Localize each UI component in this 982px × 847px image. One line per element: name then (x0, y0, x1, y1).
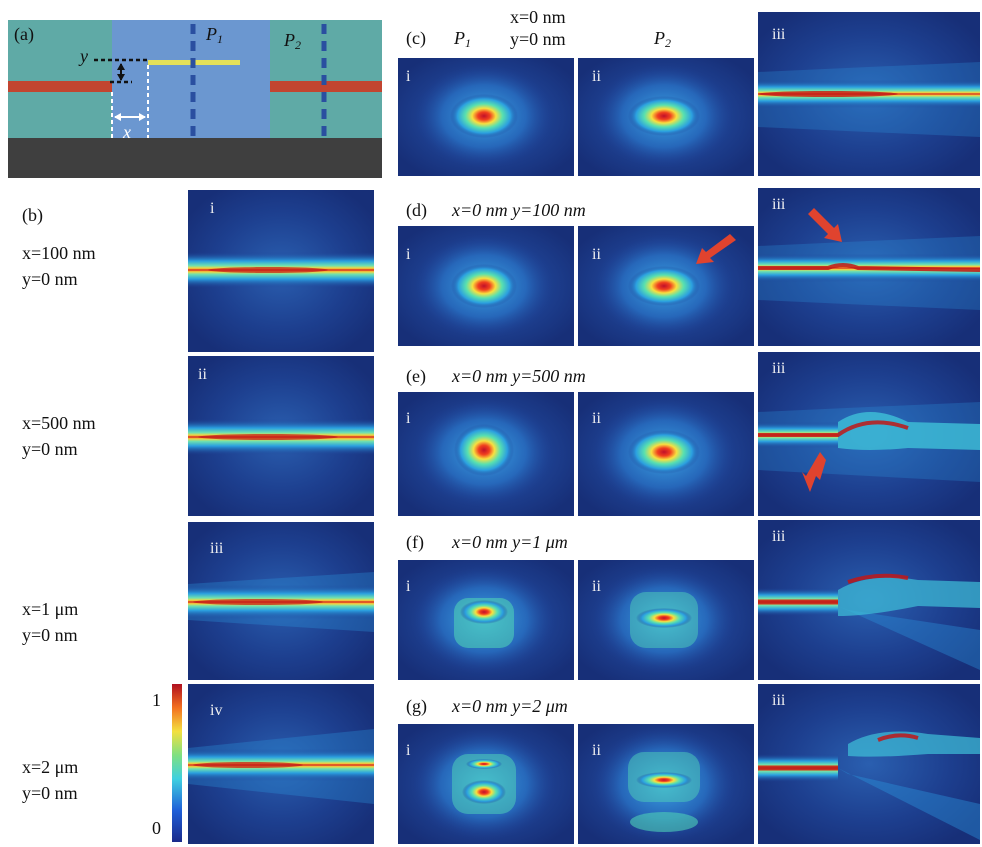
panel-d-label: (d) (406, 200, 427, 220)
field-map-d-ii: ii (578, 226, 754, 346)
field-map-d-iii: iii (758, 188, 980, 346)
field-map-f-iii: iii (758, 520, 980, 680)
panel-c-p2-label: P2 (654, 28, 671, 50)
field-map-b-iv: iv (188, 684, 374, 844)
y-offset-label: y (80, 46, 88, 66)
panel-c-p1-label: P1 (454, 28, 471, 50)
x-offset-label: x (123, 122, 131, 142)
panel-c-label: (c) (406, 28, 426, 48)
panel-b-label: (b) (22, 205, 43, 225)
panel-b-row2-cond: x=500 nm y=0 nm (22, 413, 96, 459)
f-ii-roman: ii (592, 578, 601, 595)
field-map-c-i: i (398, 58, 574, 176)
panel-g-label: (g) (406, 696, 427, 716)
field-map-b-ii: ii (188, 356, 374, 516)
g-iii-roman: iii (772, 692, 786, 709)
c-ii-roman: ii (592, 68, 601, 85)
plane-p1-label: P1 (206, 24, 223, 46)
c-i-roman: i (406, 68, 411, 85)
field-map-g-iii: iii (758, 684, 980, 844)
d-iii-roman: iii (772, 196, 786, 213)
b-iv-roman: iv (210, 702, 223, 719)
colorbar (172, 684, 182, 842)
e-iii-roman: iii (772, 360, 786, 377)
field-map-b-i: i (188, 190, 374, 352)
field-map-e-iii: iii (758, 352, 980, 516)
colorbar-min-label: 0 (152, 818, 161, 838)
panel-c-cond: x=0 nm y=0 nm (510, 7, 566, 49)
field-map-c-iii: iii (758, 12, 980, 176)
panel-e-cond: x=0 nm y=500 nm (452, 366, 586, 386)
g-ii-roman: ii (592, 742, 601, 759)
e-ii-roman: ii (592, 410, 601, 427)
f-iii-roman: iii (772, 528, 786, 545)
panel-e-label: (e) (406, 366, 426, 386)
e-i-roman: i (406, 410, 411, 427)
g-i-roman: i (406, 742, 411, 759)
c-iii-roman: iii (772, 26, 786, 43)
colorbar-max-label: 1 (152, 690, 161, 710)
field-map-g-i: i (398, 724, 574, 844)
field-map-c-ii: ii (578, 58, 754, 176)
b-i-roman: i (210, 200, 215, 217)
d-i-roman: i (406, 246, 411, 263)
d-ii-roman: ii (592, 246, 601, 263)
panel-f-cond: x=0 nm y=1 μm (452, 532, 568, 552)
schematic-panel-a: (a) y x P1 P2 (8, 20, 382, 178)
panel-b-row1-cond: x=100 nm y=0 nm (22, 243, 96, 289)
field-map-d-i: i (398, 226, 574, 346)
field-map-e-ii: ii (578, 392, 754, 516)
field-map-f-i: i (398, 560, 574, 680)
panel-d-cond: x=0 nm y=100 nm (452, 200, 586, 220)
field-map-e-i: i (398, 392, 574, 516)
b-ii-roman: ii (198, 366, 207, 383)
panel-f-label: (f) (406, 532, 424, 552)
panel-g-cond: x=0 nm y=2 μm (452, 696, 568, 716)
field-map-b-iii: iii (188, 522, 374, 680)
panel-b-row4-cond: x=2 μm y=0 nm (22, 757, 79, 803)
f-i-roman: i (406, 578, 411, 595)
panel-b-row3-cond: x=1 μm y=0 nm (22, 599, 79, 645)
panel-a-label: (a) (14, 24, 34, 44)
b-iii-roman: iii (210, 540, 224, 557)
field-map-f-ii: ii (578, 560, 754, 680)
field-map-g-ii: ii (578, 724, 754, 844)
plane-p2-label: P2 (284, 30, 301, 52)
